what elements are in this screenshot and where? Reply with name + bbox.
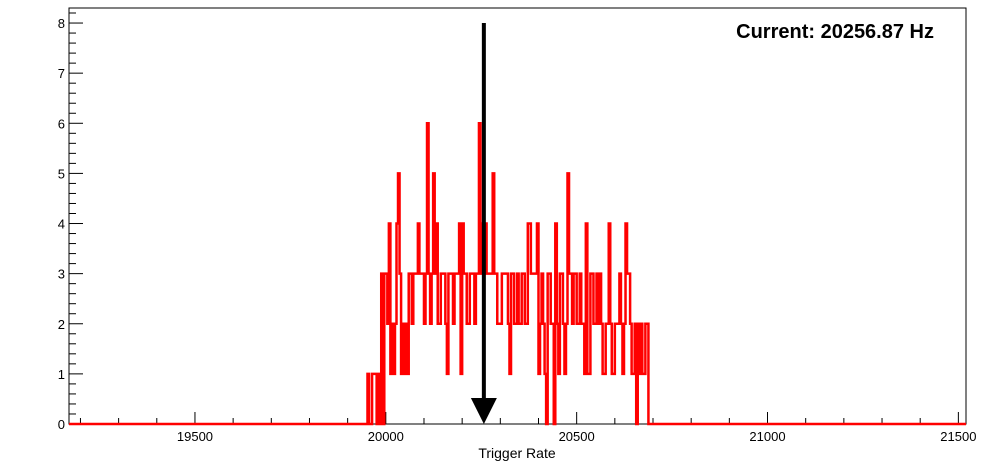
current-rate-label: Current: 20256.87 Hz [736, 21, 934, 43]
plot-frame [68, 7, 967, 425]
x-tick-label: 20500 [559, 429, 595, 444]
y-tick-label: 0 [58, 417, 65, 432]
x-tick-label: 20000 [368, 429, 404, 444]
y-tick-label: 3 [58, 267, 65, 282]
current-rate-arrow-head [470, 398, 497, 424]
x-tick-label: 21000 [749, 429, 785, 444]
y-tick-label: 1 [58, 367, 65, 382]
histogram-series-line [69, 122, 966, 426]
x-tick-label: 19500 [177, 429, 213, 444]
y-tick-label: 6 [58, 116, 65, 131]
y-tick-label: 8 [58, 16, 65, 31]
y-tick-label: 5 [58, 166, 65, 181]
y-tick-label: 7 [58, 66, 65, 81]
x-axis: 19500 20000 20500 21000 21500 [79, 412, 976, 444]
x-tick-label: 21500 [940, 429, 976, 444]
y-tick-label: 2 [58, 317, 65, 332]
x-axis-title: Trigger Rate [478, 445, 556, 461]
y-tick-label: 4 [58, 217, 65, 232]
y-axis: 0 1 2 3 4 5 6 7 8 [58, 12, 83, 432]
